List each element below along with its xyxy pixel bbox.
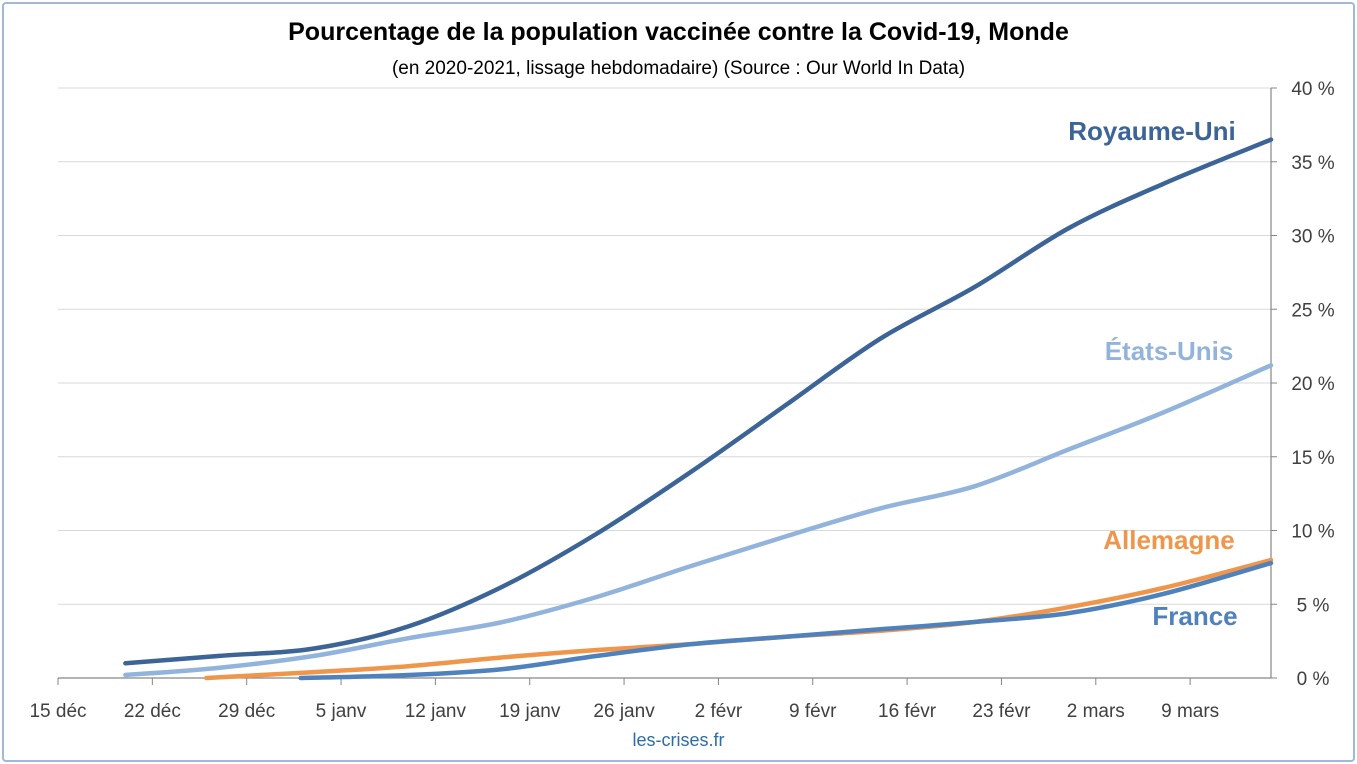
x-tick-label: 2 févr bbox=[695, 701, 743, 722]
x-tick-label: 23 févr bbox=[972, 701, 1031, 722]
series-label-royaume-uni: Royaume-Uni bbox=[1068, 116, 1236, 146]
x-tick-label: 19 janv bbox=[499, 701, 561, 722]
series-label-france: France bbox=[1152, 601, 1237, 631]
series-line-france bbox=[298, 560, 1274, 681]
chart-title: Pourcentage de la population vaccinée co… bbox=[288, 18, 1069, 46]
y-tick-label: 40 % bbox=[1291, 79, 1334, 100]
chart-subtitle: (en 2020-2021, lissage hebdomadaire) (So… bbox=[391, 58, 966, 79]
series-labels: Royaume-Uni États-Unis Allemagne France bbox=[1068, 116, 1237, 631]
x-tick-label: 15 déc bbox=[29, 701, 86, 722]
source-footer: les-crises.fr bbox=[632, 730, 725, 750]
axes bbox=[57, 87, 1277, 685]
y-tick-label: 30 % bbox=[1291, 227, 1334, 248]
x-tick-label: 29 déc bbox=[218, 701, 275, 722]
x-tick-label: 5 janv bbox=[316, 701, 367, 722]
series-line-allemagne bbox=[204, 557, 1274, 681]
y-tick-label: 5 % bbox=[1297, 595, 1330, 616]
x-tick-label: 12 janv bbox=[405, 701, 467, 722]
series-label-allemagne: Allemagne bbox=[1103, 525, 1235, 555]
y-tick-label: 25 % bbox=[1291, 300, 1334, 321]
x-tick-label: 16 févr bbox=[878, 701, 937, 722]
y-tick-labels: 0 % 5 % 10 % 15 % 20 % 25 % 30 % 35 % 40 % bbox=[1291, 79, 1334, 690]
y-tick-label: 20 % bbox=[1291, 374, 1334, 395]
x-tick-label: 26 janv bbox=[593, 701, 655, 722]
gridlines bbox=[58, 87, 1271, 605]
y-tick-label: 35 % bbox=[1291, 153, 1334, 174]
series-line-royaume-uni bbox=[123, 137, 1274, 666]
x-tick-label: 22 déc bbox=[124, 701, 181, 722]
series-lines bbox=[123, 137, 1274, 681]
y-tick-label: 10 % bbox=[1291, 522, 1334, 543]
x-tick-labels: 15 déc 22 déc 29 déc 5 janv 12 janv 19 janv 26… bbox=[29, 701, 1219, 722]
x-tick-label: 9 févr bbox=[789, 701, 837, 722]
x-tick-label: 9 mars bbox=[1161, 701, 1219, 722]
y-tick-label: 0 % bbox=[1297, 669, 1330, 690]
series-line-etats-unis bbox=[123, 363, 1274, 678]
series-label-etats-unis: États-Unis bbox=[1105, 336, 1234, 366]
y-tick-label: 15 % bbox=[1291, 448, 1334, 469]
x-tick-label: 2 mars bbox=[1067, 701, 1125, 722]
